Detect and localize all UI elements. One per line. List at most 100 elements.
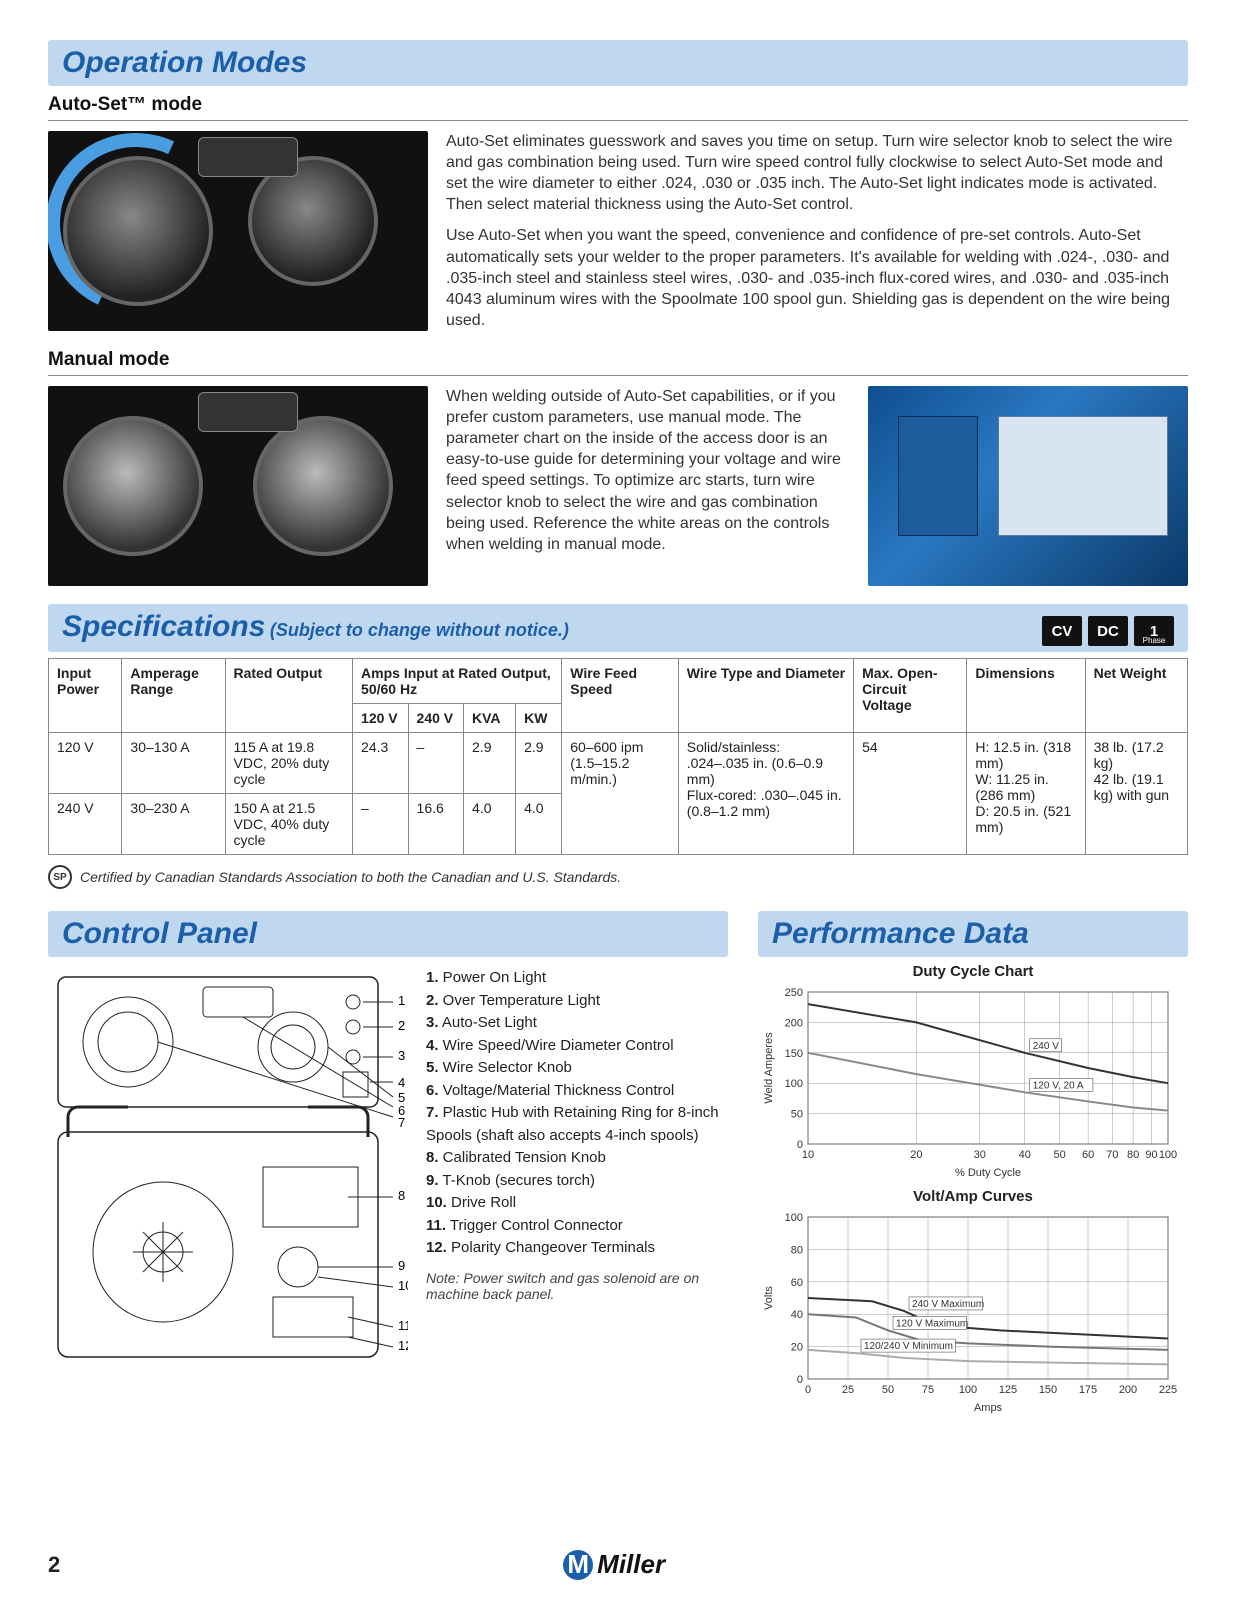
svg-text:8: 8 (398, 1188, 405, 1203)
svg-text:7: 7 (398, 1115, 405, 1130)
spec-subject: (Subject to change without notice.) (270, 620, 569, 640)
svg-text:1: 1 (398, 993, 405, 1008)
svg-text:120 V, 20 A: 120 V, 20 A (1033, 1081, 1084, 1092)
svg-text:11: 11 (398, 1318, 408, 1333)
svg-text:20: 20 (791, 1342, 803, 1354)
svg-text:50: 50 (1054, 1149, 1066, 1161)
svg-text:Amps: Amps (974, 1402, 1003, 1414)
page-number: 2 (48, 1552, 60, 1578)
col-kva: KVA (464, 704, 516, 733)
col-ocv: Max. Open-Circuit Voltage (854, 659, 967, 733)
col-wire-type: Wire Type and Diameter (678, 659, 853, 733)
col-240v: 240 V (408, 704, 463, 733)
svg-text:120 V Maximum: 120 V Maximum (896, 1319, 968, 1330)
list-item: 12. Polarity Changeover Terminals (426, 1237, 728, 1260)
auto-set-text: Auto-Set eliminates guesswork and saves … (446, 131, 1188, 341)
control-panel-list-wrap: 1. Power On Light2. Over Temperature Lig… (426, 967, 728, 1377)
auto-set-row: Auto-Set eliminates guesswork and saves … (48, 131, 1188, 341)
control-panel-list: 1. Power On Light2. Over Temperature Lig… (426, 967, 728, 1260)
svg-text:240 V Maximum: 240 V Maximum (912, 1299, 984, 1310)
svg-text:50: 50 (882, 1384, 894, 1396)
bottom-columns: Control Panel 1 (48, 893, 1188, 1417)
duty-cycle-chart: 050100150200250102030405060708090100240 … (758, 982, 1178, 1182)
svg-text:0: 0 (797, 1374, 803, 1386)
list-item: 9. T-Knob (secures torch) (426, 1170, 728, 1193)
svg-text:25: 25 (842, 1384, 854, 1396)
performance-title: Performance Data (772, 917, 1029, 951)
col-rated-output: Rated Output (225, 659, 353, 733)
col-weight: Net Weight (1085, 659, 1187, 733)
svg-text:4: 4 (398, 1075, 405, 1090)
divider (48, 375, 1188, 376)
svg-text:20: 20 (910, 1149, 922, 1161)
control-panel-title: Control Panel (62, 917, 257, 951)
specifications-bar: Specifications (Subject to change withou… (48, 604, 1188, 653)
machine-photo (868, 386, 1188, 586)
volt-amp-title: Volt/Amp Curves (758, 1188, 1188, 1205)
auto-set-panel-image (48, 131, 428, 331)
svg-text:125: 125 (999, 1384, 1017, 1396)
col-dim: Dimensions (967, 659, 1085, 733)
certification: SP Certified by Canadian Standards Assoc… (48, 865, 1188, 889)
performance-col: Performance Data Duty Cycle Chart 0 50 100… (758, 893, 1188, 1417)
performance-bar: Performance Data (758, 911, 1188, 957)
svg-text:100: 100 (1159, 1149, 1177, 1161)
spec-title-wrap: Specifications (Subject to change withou… (62, 610, 569, 644)
svg-text:80: 80 (1127, 1149, 1139, 1161)
auto-set-p1: Auto-Set eliminates guesswork and saves … (446, 131, 1188, 215)
svg-text:100: 100 (959, 1384, 977, 1396)
svg-text:10: 10 (398, 1278, 408, 1293)
svg-text:240 V: 240 V (1033, 1041, 1059, 1052)
control-panel-content: 1 2 3 4 5 6 7 8 9 (48, 967, 728, 1377)
manual-panel-image (48, 386, 428, 586)
svg-text:9: 9 (398, 1258, 405, 1273)
manual-row: When welding outside of Auto-Set capabil… (48, 386, 1188, 586)
manual-p1: When welding outside of Auto-Set capabil… (446, 386, 850, 555)
svg-text:% Duty Cycle: % Duty Cycle (955, 1167, 1021, 1179)
col-120v: 120 V (353, 704, 408, 733)
svg-text:75: 75 (922, 1384, 934, 1396)
svg-text:150: 150 (785, 1048, 803, 1060)
svg-text:90: 90 (1145, 1149, 1157, 1161)
svg-text:Volts: Volts (763, 1286, 775, 1310)
control-panel-col: Control Panel 1 (48, 893, 728, 1417)
svg-text:175: 175 (1079, 1384, 1097, 1396)
svg-text:120/240 V Minimum: 120/240 V Minimum (864, 1342, 953, 1353)
svg-text:100: 100 (785, 1079, 803, 1091)
svg-text:100: 100 (785, 1212, 803, 1224)
svg-text:150: 150 (1039, 1384, 1057, 1396)
svg-text:10: 10 (802, 1149, 814, 1161)
list-item: 4. Wire Speed/Wire Diameter Control (426, 1035, 728, 1058)
col-kw: KW (516, 704, 562, 733)
table-header-row: Input Power Amperage Range Rated Output … (49, 659, 1188, 704)
svg-text:40: 40 (1019, 1149, 1031, 1161)
svg-text:70: 70 (1106, 1149, 1118, 1161)
list-item: 11. Trigger Control Connector (426, 1215, 728, 1238)
cv-badge: CV (1042, 616, 1082, 646)
manual-text: When welding outside of Auto-Set capabil… (446, 386, 850, 586)
specifications-title: Specifications (62, 610, 265, 643)
svg-text:250: 250 (785, 987, 803, 999)
svg-text:Weld Amperes: Weld Amperes (763, 1032, 775, 1104)
control-panel-diagram: 1 2 3 4 5 6 7 8 9 (48, 967, 408, 1377)
svg-text:12: 12 (398, 1338, 408, 1353)
col-input-power: Input Power (49, 659, 122, 733)
list-item: 1. Power On Light (426, 967, 728, 990)
list-item: 8. Calibrated Tension Knob (426, 1147, 728, 1170)
brand-name: Miller (597, 1549, 665, 1580)
svg-text:80: 80 (791, 1245, 803, 1257)
svg-text:3: 3 (398, 1048, 405, 1063)
list-item: 3. Auto-Set Light (426, 1012, 728, 1035)
svg-text:2: 2 (398, 1018, 405, 1033)
svg-text:225: 225 (1159, 1384, 1177, 1396)
volt-amp-chart: 0204060801000255075100125150175200225240… (758, 1207, 1178, 1417)
col-wfs: Wire Feed Speed (562, 659, 679, 733)
svg-text:60: 60 (791, 1277, 803, 1289)
auto-set-p2: Use Auto-Set when you want the speed, co… (446, 225, 1188, 331)
list-item: 5. Wire Selector Knob (426, 1057, 728, 1080)
svg-text:40: 40 (791, 1310, 803, 1322)
svg-text:30: 30 (974, 1149, 986, 1161)
divider (48, 120, 1188, 121)
svg-text:50: 50 (791, 1109, 803, 1121)
duty-cycle-title: Duty Cycle Chart (758, 963, 1188, 980)
